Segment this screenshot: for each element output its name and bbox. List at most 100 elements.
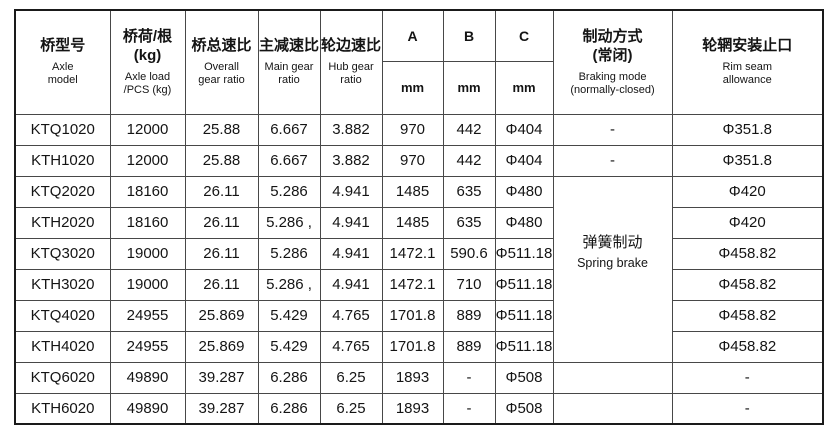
- table-row-kth2020: KTH2020 18160 26.11 5.286 , 4.941 1485 6…: [14, 206, 824, 239]
- cell-rim: -: [671, 361, 824, 394]
- cell-c: Φ511.18: [494, 330, 554, 363]
- spring-brake-en: Spring brake: [577, 255, 648, 270]
- cell-a: 1485: [381, 175, 444, 208]
- cell-rim: Φ420: [671, 206, 824, 239]
- cell-brake-empty: [552, 361, 673, 394]
- table-row-ktq3020: KTQ3020 19000 26.11 5.286 4.941 1472.1 5…: [14, 237, 824, 270]
- cell-c: Φ508: [494, 392, 554, 425]
- cell-hub: 3.882: [319, 113, 383, 146]
- cell-hub: 4.941: [319, 237, 383, 270]
- cell-a: 970: [381, 144, 444, 177]
- cell-a: 1701.8: [381, 299, 444, 332]
- cell-load: 12000: [109, 144, 186, 177]
- col-header-main-ratio-zh: 主减速比: [258, 37, 319, 55]
- col-header-braking-mode-zh: 制动方式 (常闭): [582, 28, 643, 64]
- col-header-rim-seam-zh: 轮辋安装止口: [702, 37, 793, 55]
- cell-c: Φ511.18: [494, 299, 554, 332]
- cell-main: 5.429: [257, 330, 321, 363]
- col-header-rim-seam-en: Rim seam allowance: [722, 61, 772, 87]
- col-header-main-ratio: 主减速比 Main gear ratio: [257, 9, 321, 115]
- cell-overall: 39.287: [184, 392, 259, 425]
- col-header-rim-seam: 轮辋安装止口 Rim seam allowance: [671, 9, 824, 115]
- cell-overall: 26.11: [184, 268, 259, 301]
- cell-rim: Φ458.82: [671, 237, 824, 270]
- cell-b: 710: [442, 268, 496, 301]
- cell-load: 49890: [109, 361, 186, 394]
- cell-model: KTH1020: [14, 144, 111, 177]
- cell-c: Φ404: [494, 113, 554, 146]
- table-row-ktq6020: KTQ6020 49890 39.287 6.286 6.25 1893 - Φ…: [14, 361, 824, 394]
- header-row-1: 桥型号 Axle model 桥荷/根 (kg) Axle load /PCS …: [14, 9, 824, 115]
- cell-model: KTQ4020: [14, 299, 111, 332]
- cell-main: 6.667: [257, 113, 321, 146]
- cell-a: 970: [381, 113, 444, 146]
- col-header-axle-load-zh: 桥荷/根 (kg): [122, 28, 173, 64]
- col-header-main-ratio-en: Main gear ratio: [264, 61, 314, 87]
- col-header-braking-mode-en: Braking mode (normally-closed): [570, 70, 655, 96]
- cell-overall: 25.88: [184, 113, 259, 146]
- cell-rim: Φ351.8: [671, 144, 824, 177]
- cell-a: 1472.1: [381, 268, 444, 301]
- col-header-axle-model-en: Axle model: [47, 61, 78, 87]
- cell-overall: 26.11: [184, 206, 259, 239]
- col-header-overall-ratio-zh: 桥总速比: [191, 37, 252, 55]
- cell-a: 1893: [381, 392, 444, 425]
- cell-main: 6.286: [257, 361, 321, 394]
- axle-spec-table-wrapper: 桥型号 Axle model 桥荷/根 (kg) Axle load /PCS …: [14, 9, 824, 425]
- spring-brake-label: 弹簧制动 Spring brake: [554, 231, 671, 270]
- cell-c: Φ511.18: [494, 237, 554, 270]
- col-header-overall-ratio: 桥总速比 Overall gear ratio: [184, 9, 259, 115]
- cell-brake: -: [552, 144, 673, 177]
- cell-load: 24955: [109, 330, 186, 363]
- cell-a: 1893: [381, 361, 444, 394]
- cell-rim: -: [671, 392, 824, 425]
- unit-header-b: mm: [442, 60, 496, 115]
- col-header-hub-ratio-zh: 轮边速比: [320, 37, 381, 55]
- cell-main: 5.429: [257, 299, 321, 332]
- col-header-dim-b: B: [442, 9, 496, 62]
- cell-b: 889: [442, 330, 496, 363]
- cell-b: 889: [442, 299, 496, 332]
- col-header-hub-ratio-en: Hub gear ratio: [328, 61, 374, 87]
- cell-c: Φ511.18: [494, 268, 554, 301]
- table-body: KTQ1020 12000 25.88 6.667 3.882 970 442 …: [14, 113, 824, 425]
- cell-load: 49890: [109, 392, 186, 425]
- cell-overall: 25.869: [184, 299, 259, 332]
- cell-hub: 4.941: [319, 268, 383, 301]
- table-header: 桥型号 Axle model 桥荷/根 (kg) Axle load /PCS …: [14, 9, 824, 115]
- cell-rim: Φ458.82: [671, 330, 824, 363]
- col-header-axle-load-en: Axle load /PCS (kg): [123, 70, 172, 96]
- col-header-dim-a: A: [381, 9, 444, 62]
- cell-main: 5.286: [257, 175, 321, 208]
- cell-main: 5.286: [257, 237, 321, 270]
- unit-header-a: mm: [381, 60, 444, 115]
- cell-overall: 26.11: [184, 175, 259, 208]
- col-header-hub-ratio: 轮边速比 Hub gear ratio: [319, 9, 383, 115]
- cell-hub: 4.941: [319, 175, 383, 208]
- cell-model: KTH2020: [14, 206, 111, 239]
- col-header-dim-c: C: [494, 9, 554, 62]
- table-row-ktq4020: KTQ4020 24955 25.869 5.429 4.765 1701.8 …: [14, 299, 824, 332]
- cell-load: 19000: [109, 268, 186, 301]
- cell-b: 635: [442, 175, 496, 208]
- col-header-braking-mode: 制动方式 (常闭) Braking mode (normally-closed): [552, 9, 673, 115]
- cell-a: 1701.8: [381, 330, 444, 363]
- table-row-kth4020: KTH4020 24955 25.869 5.429 4.765 1701.8 …: [14, 330, 824, 363]
- cell-load: 18160: [109, 206, 186, 239]
- cell-hub: 4.765: [319, 299, 383, 332]
- table-row-ktq1020: KTQ1020 12000 25.88 6.667 3.882 970 442 …: [14, 113, 824, 146]
- col-header-axle-model: 桥型号 Axle model: [14, 9, 111, 115]
- cell-hub: 3.882: [319, 144, 383, 177]
- cell-brake-empty: [552, 392, 673, 425]
- cell-main: 6.286: [257, 392, 321, 425]
- table-row-kth6020: KTH6020 49890 39.287 6.286 6.25 1893 - Φ…: [14, 392, 824, 425]
- cell-a: 1485: [381, 206, 444, 239]
- cell-b: 590.6: [442, 237, 496, 270]
- cell-overall: 25.88: [184, 144, 259, 177]
- table-row-ktq2020: KTQ2020 18160 26.11 5.286 4.941 1485 635…: [14, 175, 824, 363]
- cell-b: -: [442, 361, 496, 394]
- cell-main: 5.286 ,: [257, 206, 321, 239]
- cell-hub: 6.25: [319, 392, 383, 425]
- cell-c: Φ404: [494, 144, 554, 177]
- cell-hub: 6.25: [319, 361, 383, 394]
